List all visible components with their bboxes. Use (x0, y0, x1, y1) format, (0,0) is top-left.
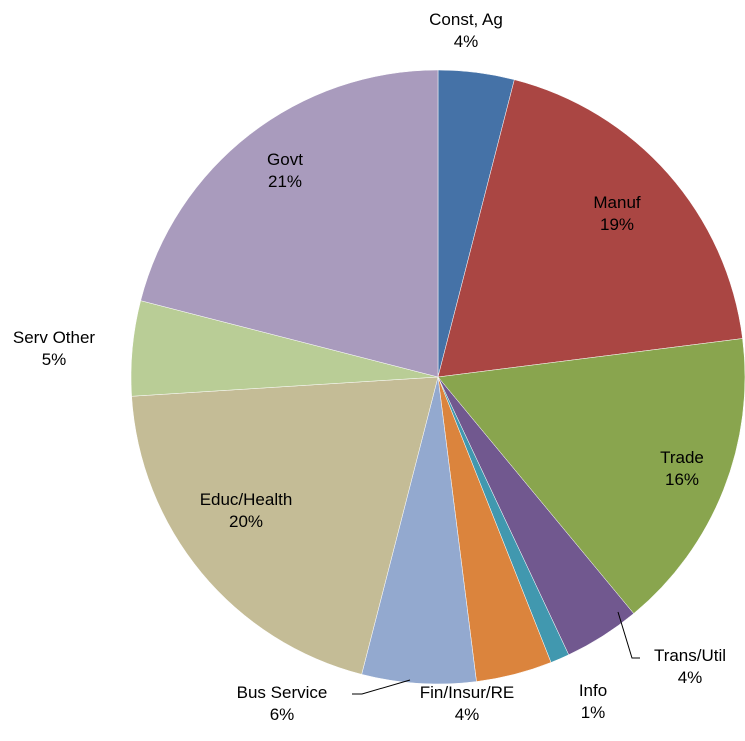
slice-name: Govt (267, 150, 303, 169)
slice-label: Serv Other 5% (13, 328, 96, 369)
slice-value: 4% (454, 32, 479, 51)
slice-value: 21% (268, 172, 302, 191)
leader-line (352, 679, 411, 695)
slice-value: 20% (229, 512, 263, 531)
slice-label: Educ/Health 20% (200, 490, 293, 531)
slice-value: 6% (270, 705, 295, 724)
slice-label: Fin/Insur/RE 4% (420, 683, 514, 724)
slice-name: Const, Ag (429, 10, 503, 29)
slice-name: Trade (660, 448, 704, 467)
slice-name: Serv Other (13, 328, 96, 347)
slice-label: Govt 21% (267, 150, 303, 191)
slice-value: 19% (600, 215, 634, 234)
slice-label: Const, Ag 4% (429, 10, 503, 51)
slice-label: Bus Service 6% (237, 683, 328, 724)
pie-slice (140, 69, 439, 378)
pie-slice (437, 79, 743, 378)
slice-label: Info 1% (579, 681, 607, 722)
slice-value: 1% (581, 703, 606, 722)
pie-slice (131, 376, 439, 675)
slice-label: Manuf 19% (593, 193, 641, 234)
slice-value: 4% (678, 668, 703, 687)
slice-value: 4% (455, 705, 480, 724)
leader-line (617, 611, 640, 659)
slice-name: Bus Service (237, 683, 328, 702)
slice-name: Info (579, 681, 607, 700)
slice-value: 16% (665, 470, 699, 489)
slice-name: Fin/Insur/RE (420, 683, 514, 702)
slice-name: Educ/Health (200, 490, 293, 509)
slice-value: 5% (42, 350, 67, 369)
slice-label: Trans/Util 4% (654, 646, 726, 687)
slice-name: Manuf (593, 193, 641, 212)
slice-label: Trade 16% (660, 448, 704, 489)
slice-name: Trans/Util (654, 646, 726, 665)
